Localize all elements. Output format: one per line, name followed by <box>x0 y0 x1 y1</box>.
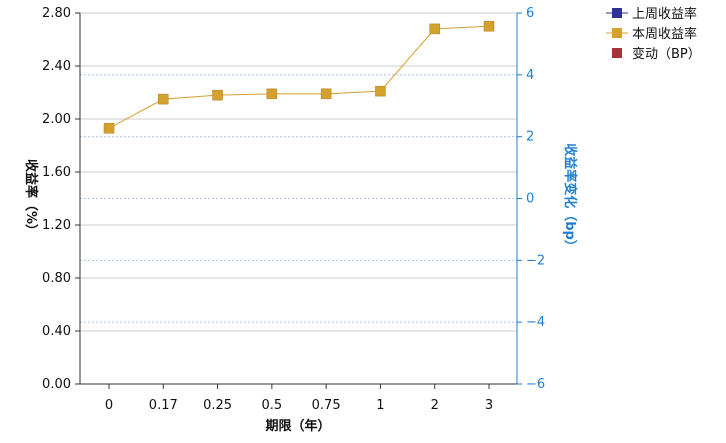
y2-tick-label: −2 <box>526 253 545 268</box>
legend-label: 变动（BP） <box>632 46 701 62</box>
legend-marker <box>612 28 622 38</box>
y-axis-left-title: 收益率（%） <box>23 159 39 237</box>
legend-marker <box>612 48 622 58</box>
y2-tick-label: 4 <box>526 68 534 83</box>
data-point <box>158 93 169 105</box>
y-tick-label: 2.40 <box>42 59 71 74</box>
data-point <box>483 21 495 32</box>
y-tick-label: 0.40 <box>42 324 71 339</box>
data-point <box>212 89 223 101</box>
x-tick-label: 0.5 <box>262 398 283 413</box>
legend-label: 本周收益率 <box>632 26 697 42</box>
legend-label: 上周收益率 <box>632 6 697 22</box>
y-tick-label: 2.00 <box>42 112 71 127</box>
data-point <box>103 123 115 134</box>
data-point <box>375 85 386 97</box>
legend-marker <box>612 8 622 18</box>
x-tick-label: 3 <box>485 398 493 413</box>
x-tick-label: 0.25 <box>203 398 232 413</box>
data-point <box>320 88 332 100</box>
x-tick-label: 2 <box>431 398 439 413</box>
data-point <box>266 88 278 100</box>
series-line <box>108 25 490 129</box>
x-tick-label: 0 <box>105 398 113 413</box>
y2-tick-label: 0 <box>526 192 534 207</box>
y-axis-right-title: 收益率变化（bp） <box>562 143 578 253</box>
y2-tick-label: −4 <box>526 315 545 330</box>
x-tick-label: 0.17 <box>149 398 178 413</box>
data-point <box>429 23 440 35</box>
x-axis-title: 期限（年） <box>265 418 330 434</box>
x-tick-label: 0.75 <box>312 398 341 413</box>
x-tick-label: 1 <box>376 398 384 413</box>
y-tick-label: 0.00 <box>42 377 71 392</box>
y2-tick-label: −6 <box>526 377 545 392</box>
y2-tick-label: 6 <box>526 6 534 21</box>
y-tick-label: 2.80 <box>42 6 71 21</box>
y-tick-label: 0.80 <box>42 271 71 286</box>
y-tick-label: 1.60 <box>42 165 71 180</box>
y-tick-label: 1.20 <box>42 218 71 233</box>
y2-tick-label: 2 <box>526 130 534 145</box>
